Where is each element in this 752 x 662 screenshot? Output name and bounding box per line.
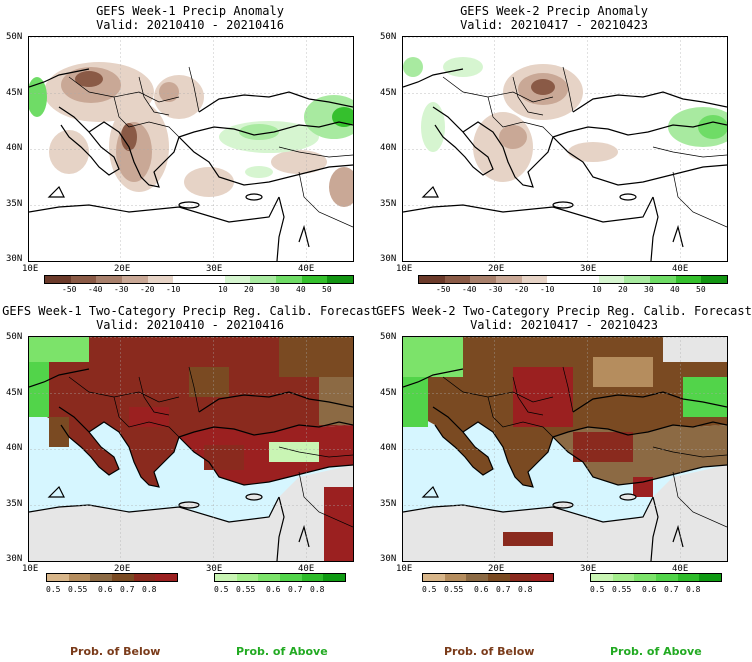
panel-title-week2-twocat: GEFS Week-2 Two-Category Precip Reg. Cal… [376,304,752,318]
panel-title-week2-anomaly: GEFS Week-2 Precip Anomaly [460,4,648,18]
colorbar-label: -50 [62,285,77,294]
lon-label: 20E [114,564,131,574]
colorbar-label: 20 [244,285,254,294]
colorbar-label: 0.5 [214,585,229,594]
lat-label: 40N [380,143,397,153]
lat-label: 30N [380,254,397,264]
colorbar-label: -40 [462,285,477,294]
lat-label: 50N [380,32,397,42]
colorbar-label: 50 [322,285,332,294]
colorbar-label: 0.7 [496,585,511,594]
lon-label: 10E [396,264,413,274]
colorbar-label: 0.6 [98,585,113,594]
below-colorbar-week1 [46,573,178,582]
colorbar-label: 20 [618,285,628,294]
above-colorbar-week1 [214,573,346,582]
map-week1-anomaly [28,36,354,262]
colorbar-label: 30 [644,285,654,294]
lon-label: 30E [206,264,223,274]
colorbar-label: -20 [140,285,155,294]
lon-label: 40E [672,264,689,274]
lon-label: 30E [580,264,597,274]
lat-label: 45N [380,88,397,98]
prob-below-label: Prob. of Below [70,645,161,658]
prob-below-label: Prob. of Below [444,645,535,658]
colorbar-label: 0.5 [590,585,605,594]
below-colorbar-week2 [422,573,554,582]
colorbar-label: -10 [540,285,555,294]
lon-label: 40E [672,564,689,574]
above-colorbar-week2 [590,573,722,582]
lat-label: 40N [6,443,23,453]
lon-label: 20E [488,264,505,274]
lat-label: 50N [6,32,23,42]
lat-label: 35N [380,199,397,209]
map-week2-anomaly [402,36,728,262]
colorbar-label: 0.7 [664,585,679,594]
colorbar-label: 0.55 [612,585,632,594]
colorbar-label: 0.55 [236,585,256,594]
lon-label: 30E [206,564,223,574]
colorbar-label: 0.5 [46,585,61,594]
lat-label: 50N [380,332,397,342]
colorbar-label: 0.7 [120,585,135,594]
lon-label: 40E [298,264,315,274]
lat-label: 30N [380,554,397,564]
colorbar-label: -40 [88,285,103,294]
colorbar-label: 50 [696,285,706,294]
lon-label: 30E [580,564,597,574]
lat-label: 30N [6,554,23,564]
colorbar-label: 0.8 [310,585,325,594]
colorbar-label: 40 [296,285,306,294]
lon-label: 40E [298,564,315,574]
colorbar-label: -20 [514,285,529,294]
lat-label: 45N [6,388,23,398]
lat-label: 35N [6,499,23,509]
anomaly-colorbar-week1 [44,275,354,284]
anomaly-colorbar-week2 [418,275,728,284]
lat-label: 35N [380,499,397,509]
colorbar-label: 0.55 [68,585,88,594]
panel-valid-week2-anomaly: Valid: 20210417 - 20210423 [460,18,648,32]
map-week1-twocat [28,336,354,562]
colorbar-label: 30 [270,285,280,294]
colorbar-label: 10 [218,285,228,294]
lat-label: 45N [6,88,23,98]
lat-label: 50N [6,332,23,342]
lat-label: 30N [6,254,23,264]
colorbar-label: 0.8 [518,585,533,594]
colorbar-label: 0.5 [422,585,437,594]
lon-label: 10E [22,264,39,274]
map-week2-twocat [402,336,728,562]
colorbar-label: 0.6 [474,585,489,594]
panel-valid-week1-twocat: Valid: 20210410 - 20210416 [96,318,284,332]
colorbar-label: 0.55 [444,585,464,594]
colorbar-label: 0.8 [142,585,157,594]
panel-title-week1-twocat: GEFS Week-1 Two-Category Precip Reg. Cal… [2,304,378,318]
panel-title-week1-anomaly: GEFS Week-1 Precip Anomaly [96,4,284,18]
lat-label: 40N [6,143,23,153]
lon-label: 20E [488,564,505,574]
colorbar-label: 10 [592,285,602,294]
lon-label: 10E [22,564,39,574]
colorbar-label: 0.6 [266,585,281,594]
lon-label: 10E [396,564,413,574]
colorbar-label: -30 [488,285,503,294]
panel-valid-week2-twocat: Valid: 20210417 - 20210423 [470,318,658,332]
lon-label: 20E [114,264,131,274]
lat-label: 45N [380,388,397,398]
panel-valid-week1-anomaly: Valid: 20210410 - 20210416 [96,18,284,32]
colorbar-label: -30 [114,285,129,294]
colorbar-label: 0.8 [686,585,701,594]
prob-above-label: Prob. of Above [610,645,702,658]
colorbar-label: 0.6 [642,585,657,594]
lat-label: 35N [6,199,23,209]
colorbar-label: 40 [670,285,680,294]
prob-above-label: Prob. of Above [236,645,328,658]
colorbar-label: -50 [436,285,451,294]
colorbar-label: 0.7 [288,585,303,594]
lat-label: 40N [380,443,397,453]
colorbar-label: -10 [166,285,181,294]
